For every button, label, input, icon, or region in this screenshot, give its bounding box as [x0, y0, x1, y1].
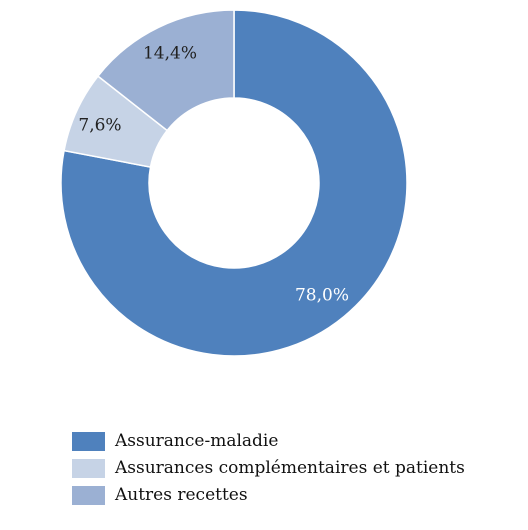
data-label-assurances-complementaires: 7,6%: [78, 116, 121, 136]
legend-item-assurances-complementaires: Assurances complémentaires et patients: [72, 455, 522, 481]
legend-label-autres-recettes: Autres recettes: [115, 485, 248, 505]
legend-label-assurances-complementaires: Assurances complémentaires et patients: [115, 458, 465, 478]
donut-chart: 78,0% 7,6% 14,4%: [60, 9, 408, 357]
legend-item-autres-recettes: Autres recettes: [72, 482, 522, 508]
legend-item-assurance-maladie: Assurance-maladie: [72, 428, 522, 454]
legend-swatch-assurances-complementaires: [72, 458, 105, 478]
legend-label-assurance-maladie: Assurance-maladie: [115, 431, 279, 451]
data-label-assurance-maladie: 78,0%: [295, 286, 349, 306]
data-label-autres-recettes: 14,4%: [143, 44, 197, 64]
slice-assurance-maladie: [60, 9, 408, 357]
legend-swatch-assurance-maladie: [72, 431, 105, 451]
chart-legend: Assurance-maladie Assurances complémenta…: [72, 428, 522, 509]
slice-autres-recettes: [96, 9, 235, 132]
legend-swatch-autres-recettes: [72, 485, 105, 505]
